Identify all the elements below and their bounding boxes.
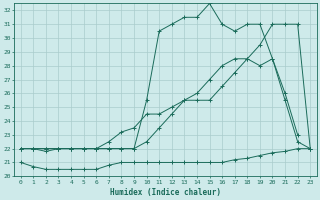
X-axis label: Humidex (Indice chaleur): Humidex (Indice chaleur) bbox=[110, 188, 221, 197]
